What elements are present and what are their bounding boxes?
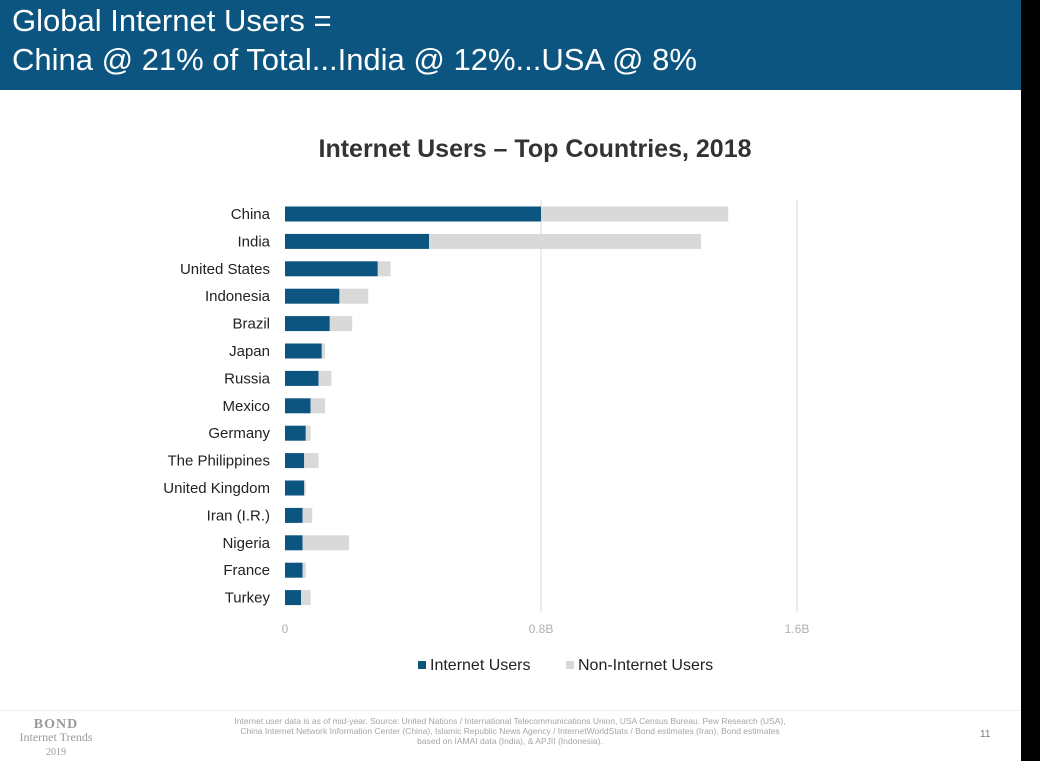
category-label-9: The Philippines [167, 453, 270, 470]
logo-line-1: BOND [33, 717, 79, 732]
category-label-11: Iran (I.R.) [207, 507, 270, 524]
bar-internet-10 [285, 480, 305, 496]
bar-internet-7 [285, 398, 311, 414]
page-number: 11 [980, 729, 991, 740]
legend-swatch-non-internet [566, 661, 574, 669]
bar-internet-5 [285, 343, 322, 359]
category-label-7: Mexico [222, 398, 270, 415]
source-note: Internet user data is as of mid-year. So… [234, 716, 786, 746]
bar-internet-12 [285, 535, 303, 551]
bar-non-internet-0 [541, 206, 729, 222]
category-label-4: Brazil [232, 316, 270, 333]
bar-non-internet-14 [301, 590, 311, 606]
category-label-2: United States [180, 261, 270, 278]
bar-non-internet-10 [304, 480, 306, 496]
bar-internet-6 [285, 370, 319, 386]
legend-label-internet: Internet Users [430, 657, 530, 674]
category-label-13: France [223, 562, 270, 579]
category-label-3: Indonesia [205, 288, 271, 305]
bar-internet-11 [285, 507, 303, 523]
bar-internet-9 [285, 453, 305, 469]
bar-non-internet-7 [310, 398, 325, 414]
bar-internet-0 [285, 206, 541, 222]
category-label-5: Japan [229, 343, 270, 360]
chart-title: Internet Users – Top Countries, 2018 [318, 135, 752, 163]
bar-non-internet-5 [321, 343, 325, 359]
bar-non-internet-1 [429, 233, 701, 249]
category-label-12: Nigeria [222, 535, 270, 552]
internet-users-chart: China India United States Indonesia Brazil Ja… [163, 200, 810, 674]
logo-line-3: 2019 [46, 747, 66, 758]
bar-internet-4 [285, 316, 330, 332]
bar-internet-14 [285, 590, 301, 606]
bar-internet-3 [285, 288, 340, 304]
category-label-6: Russia [224, 370, 271, 387]
logo-line-2: Internet Trends [19, 730, 93, 744]
bar-non-internet-11 [302, 507, 313, 523]
legend-swatch-internet [418, 661, 426, 669]
bar-internet-13 [285, 562, 303, 578]
category-label-8: Germany [208, 425, 270, 442]
category-label-10: United Kingdom [163, 480, 270, 497]
bar-non-internet-6 [318, 370, 332, 386]
slide-title-line-2: China @ 21% of Total...India @ 12%...USA… [12, 42, 697, 77]
bar-non-internet-13 [302, 562, 306, 578]
legend-label-non-internet: Non-Internet Users [578, 657, 713, 674]
bond-logo: BOND Internet Trends 2019 [10, 718, 102, 759]
slide-title-line-1: Global Internet Users = [12, 3, 332, 38]
x-tick-label-2: 1.6B [785, 622, 810, 636]
bar-non-internet-2 [377, 261, 391, 277]
bar-non-internet-9 [304, 453, 319, 469]
category-label-0: China [231, 206, 271, 223]
bar-non-internet-12 [302, 535, 349, 551]
bar-non-internet-8 [305, 425, 311, 441]
bar-non-internet-3 [339, 288, 369, 304]
footer-divider [0, 710, 1021, 711]
bar-internet-1 [285, 233, 429, 249]
bar-non-internet-4 [329, 316, 353, 332]
category-label-14: Turkey [225, 590, 271, 607]
bar-internet-8 [285, 425, 306, 441]
x-tick-label-0: 0 [282, 622, 289, 636]
bar-internet-2 [285, 261, 378, 277]
x-tick-label-1: 0.8B [529, 622, 554, 636]
slide-header: Global Internet Users = China @ 21% of T… [0, 0, 1021, 90]
category-label-1: India [237, 233, 270, 250]
